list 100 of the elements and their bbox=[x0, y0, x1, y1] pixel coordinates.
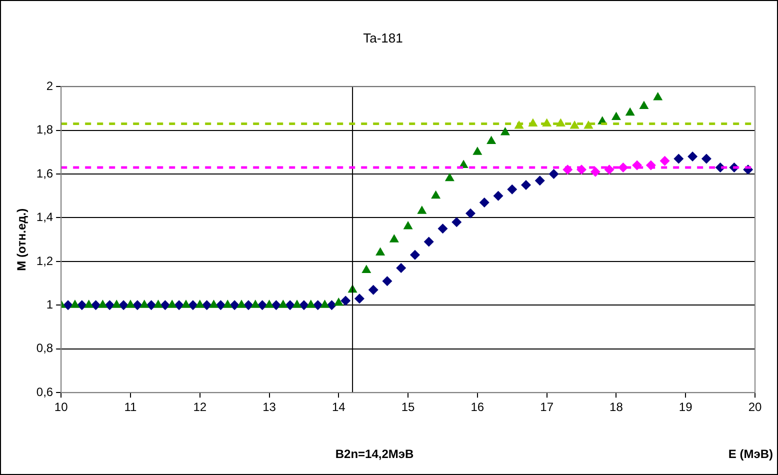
point bbox=[403, 220, 413, 230]
point bbox=[90, 300, 101, 310]
ref-line-label: B2n=14,2МэВ bbox=[335, 446, 414, 461]
point bbox=[590, 166, 600, 177]
point bbox=[195, 300, 205, 308]
x-tick-label: 15 bbox=[401, 400, 416, 414]
point bbox=[431, 190, 441, 199]
point bbox=[465, 208, 476, 218]
point bbox=[410, 250, 420, 260]
point bbox=[208, 300, 219, 308]
point bbox=[243, 300, 254, 310]
y-tick-label: 0,8 bbox=[36, 341, 54, 356]
point bbox=[174, 300, 184, 310]
point bbox=[146, 300, 156, 310]
x-axis-title: E (МэВ) bbox=[728, 446, 773, 461]
point bbox=[271, 300, 282, 310]
point bbox=[611, 112, 621, 120]
point bbox=[653, 92, 663, 100]
point bbox=[140, 300, 150, 308]
y-tick-label: 1,4 bbox=[36, 210, 54, 224]
point bbox=[160, 300, 170, 310]
point bbox=[236, 300, 246, 308]
point bbox=[354, 294, 364, 304]
x-tick-label: 10 bbox=[54, 400, 68, 414]
x-tick-label: 19 bbox=[678, 400, 693, 414]
point bbox=[278, 300, 288, 308]
x-tick-label: 13 bbox=[262, 400, 276, 414]
point bbox=[534, 176, 545, 186]
y-tick-label: 1,8 bbox=[36, 122, 54, 137]
point bbox=[604, 164, 614, 175]
point bbox=[521, 180, 532, 190]
y-tick-label: 2 bbox=[46, 78, 54, 93]
point bbox=[84, 300, 94, 308]
point bbox=[334, 297, 344, 306]
point bbox=[188, 300, 198, 310]
point bbox=[112, 300, 122, 308]
point bbox=[493, 190, 504, 201]
y-tick-label: 0,6 bbox=[36, 384, 54, 399]
point bbox=[472, 146, 482, 155]
point bbox=[292, 300, 302, 308]
point bbox=[438, 224, 448, 234]
point bbox=[556, 118, 566, 127]
point bbox=[507, 184, 518, 194]
point bbox=[202, 300, 212, 310]
x-tick-label: 14 bbox=[332, 400, 346, 414]
point bbox=[250, 300, 260, 308]
x-tick-label: 12 bbox=[193, 400, 207, 414]
point bbox=[452, 217, 462, 228]
point bbox=[312, 300, 323, 310]
x-tick-label: 17 bbox=[540, 400, 554, 414]
x-tick-label: 18 bbox=[610, 400, 624, 414]
point bbox=[688, 152, 698, 162]
point bbox=[222, 300, 232, 308]
point bbox=[264, 300, 274, 308]
point bbox=[444, 172, 454, 182]
point bbox=[63, 300, 74, 310]
point bbox=[625, 107, 635, 116]
point bbox=[382, 276, 392, 286]
chart-title: Ta-181 bbox=[363, 30, 403, 46]
point bbox=[167, 300, 177, 308]
point bbox=[153, 300, 163, 308]
point bbox=[70, 300, 80, 308]
point bbox=[362, 264, 372, 273]
point bbox=[486, 136, 496, 144]
point bbox=[230, 300, 240, 310]
point bbox=[548, 169, 559, 180]
point bbox=[76, 300, 87, 310]
point bbox=[368, 284, 378, 295]
point bbox=[417, 206, 427, 214]
point bbox=[639, 100, 649, 110]
point bbox=[340, 296, 351, 306]
point bbox=[126, 300, 136, 308]
point bbox=[500, 127, 510, 136]
point bbox=[98, 300, 108, 308]
point bbox=[118, 300, 129, 310]
point bbox=[701, 154, 712, 164]
point bbox=[396, 263, 406, 274]
point bbox=[216, 300, 226, 310]
point bbox=[132, 300, 142, 310]
y-axis-title: M (отн.ед.) bbox=[14, 208, 29, 271]
point bbox=[424, 236, 434, 247]
point bbox=[320, 300, 330, 308]
point bbox=[660, 156, 670, 166]
point bbox=[479, 197, 490, 208]
x-tick-label: 11 bbox=[124, 400, 138, 414]
point bbox=[104, 300, 115, 310]
point bbox=[257, 300, 268, 310]
y-tick-label: 1 bbox=[46, 297, 54, 312]
point bbox=[285, 300, 296, 310]
y-tick-label: 1,2 bbox=[36, 254, 54, 268]
point bbox=[570, 120, 580, 129]
point bbox=[389, 234, 399, 242]
point bbox=[674, 154, 684, 164]
point bbox=[181, 300, 191, 308]
point bbox=[298, 300, 309, 310]
point bbox=[376, 247, 386, 256]
point bbox=[306, 300, 316, 308]
x-tick-label: 16 bbox=[470, 400, 484, 414]
y-tick-label: 1,6 bbox=[36, 166, 54, 180]
x-tick-label: 20 bbox=[748, 400, 762, 414]
